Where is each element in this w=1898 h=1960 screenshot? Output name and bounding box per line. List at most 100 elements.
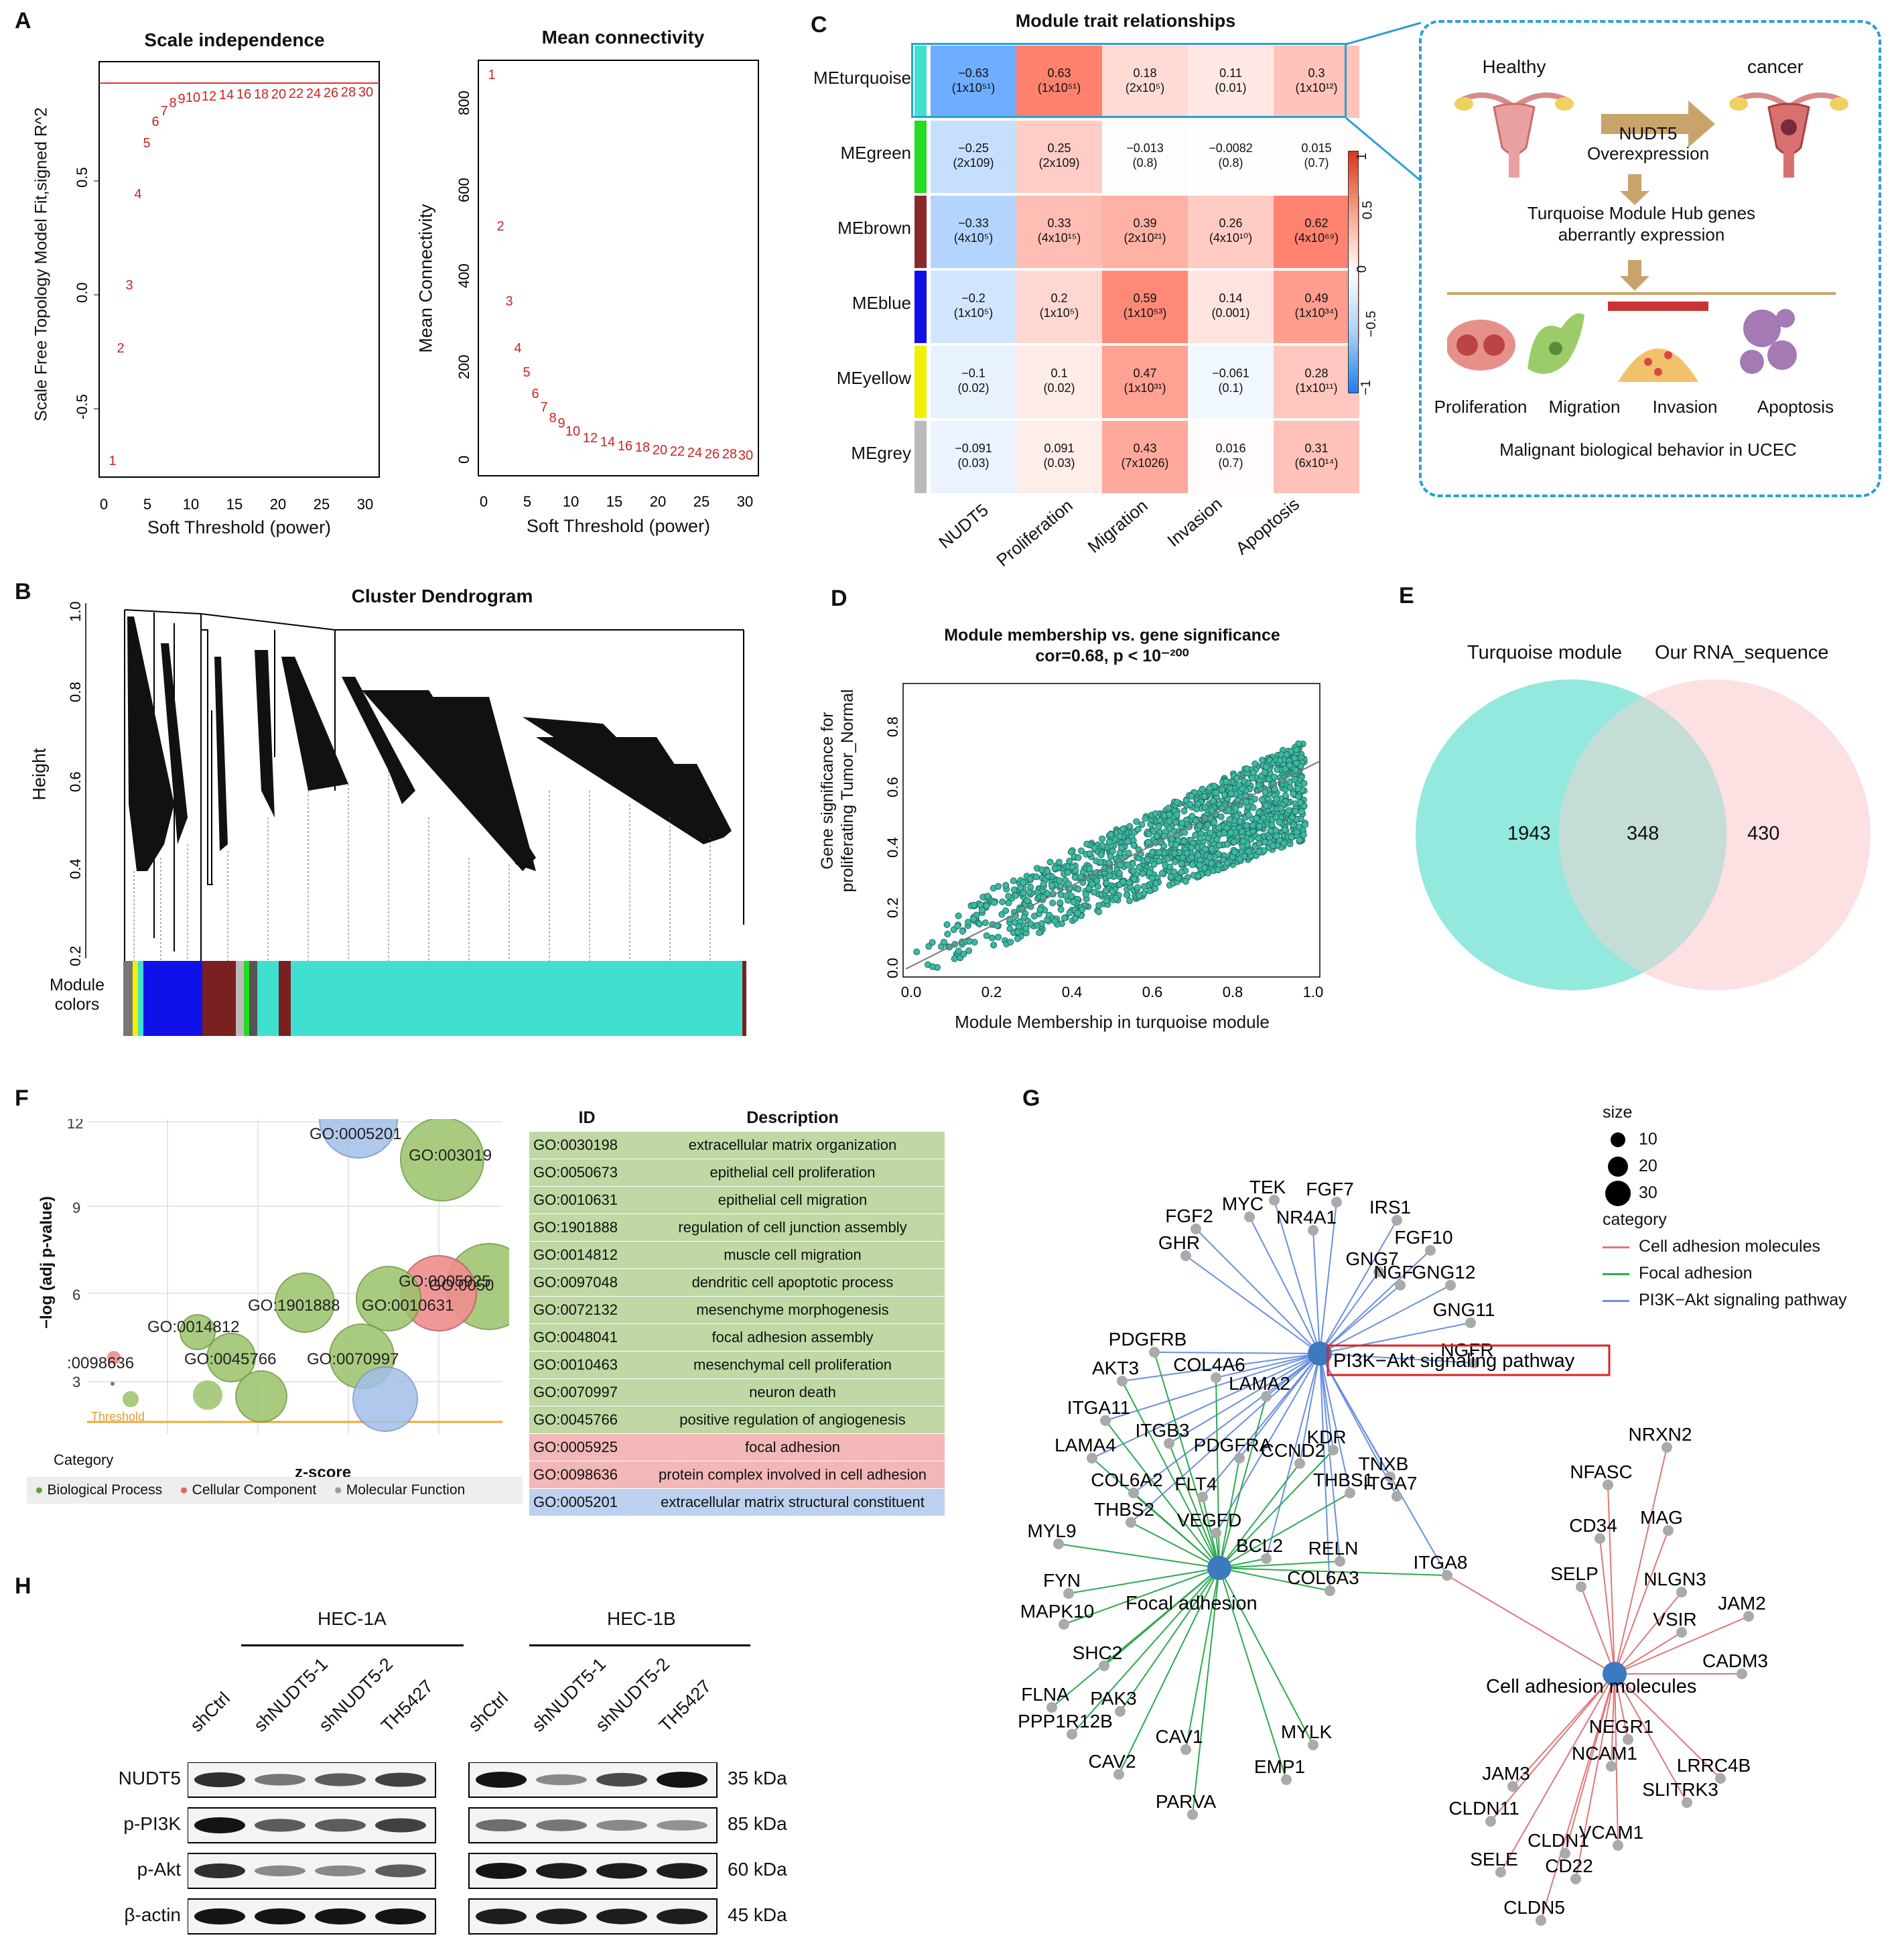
gene-label: FGF7 [1306, 1179, 1354, 1199]
network-edge [1490, 1673, 1615, 1822]
cell-line-hec1b: HEC-1B [607, 1608, 676, 1629]
network-edge [1192, 1567, 1220, 1815]
blot-band [476, 1819, 527, 1831]
scatter-point [1049, 899, 1057, 907]
scatter-point [1036, 906, 1044, 913]
gene-node [1325, 1585, 1335, 1596]
cell-pvalue: (1x10⁵¹) [1037, 81, 1081, 94]
go-table-row: GO:0097048 dendritic cell apoptotic proce… [529, 1269, 945, 1297]
gene-node [1211, 1528, 1221, 1539]
go-description: extracellular matrix organization [688, 1136, 897, 1153]
scatter-point [1233, 812, 1241, 820]
go-id: GO:0010463 [533, 1356, 618, 1373]
svg-text:18: 18 [635, 440, 650, 455]
gene-node [1606, 1761, 1617, 1772]
pathway-hub-label: PI3K−Akt signaling pathway [1333, 1350, 1575, 1372]
go-table-row: GO:0045766 positive regulation of angioge… [529, 1407, 945, 1434]
network-edge [1122, 1380, 1220, 1569]
scatter-point [1071, 874, 1079, 881]
gene-node [1328, 1445, 1339, 1455]
wb-lane-label: shCtrl [186, 1688, 234, 1736]
gene-node [1053, 1539, 1064, 1549]
scatter-point [1079, 906, 1086, 913]
cell-cor: 0.59 [1133, 291, 1157, 305]
cell-cor: 0.33 [1047, 216, 1071, 230]
scatter-point [1262, 838, 1269, 846]
mm-gs-scatter: 0.0 0.2 0.4 0.6 0.8 1.0 0.0 0.2 0.4 0.6 0.8 [884, 683, 1323, 1000]
scatter-point [1178, 820, 1186, 827]
bubble-label: GO:0005925 [399, 1272, 490, 1291]
scatter-title: Module membership vs. gene significance [944, 626, 1280, 645]
scatter-point [1103, 897, 1110, 905]
scatter-point [1126, 897, 1133, 905]
cell-pvalue: (1x10⁵³) [1123, 306, 1167, 320]
scatter-point [1236, 818, 1243, 825]
svg-text:20: 20 [270, 496, 286, 513]
gene-label: SLITRK3 [1642, 1779, 1718, 1800]
heatmap-row-labels: MEturquoise MEgreen MEbrown MEblue MEyel… [791, 40, 911, 491]
gene-node [1743, 1611, 1754, 1622]
scatter-point [1243, 822, 1250, 829]
legend-size-10: 10 [1603, 1126, 1847, 1153]
scatter-point [1144, 838, 1152, 846]
gene-node [1560, 1848, 1570, 1859]
scatter-point [1298, 808, 1305, 815]
gene-node [1308, 1225, 1318, 1236]
panel-label-f: F [15, 1086, 29, 1111]
schematic-box [1419, 20, 1881, 497]
scatter-point [1138, 821, 1146, 828]
cell-pvalue: (0.03) [957, 456, 990, 470]
bubble-go003019 [400, 1119, 484, 1201]
svg-text:28: 28 [722, 447, 737, 462]
legend-cc: ● Cellular Component [180, 1482, 317, 1498]
gene-label: KDR [1306, 1427, 1346, 1447]
size-20-label: 20 [1639, 1157, 1657, 1175]
scatter-point [913, 948, 921, 956]
scatter-point [1196, 862, 1203, 869]
svg-text:6: 6 [72, 1287, 80, 1303]
row-label-meyellow: MEyellow [836, 368, 911, 388]
gene-node [1059, 1619, 1069, 1630]
scatter-point [1258, 796, 1266, 803]
schema-apoptosis: Apoptosis [1757, 397, 1834, 417]
scatter-point [1091, 889, 1098, 896]
gene-node [1676, 1587, 1687, 1597]
gene-label: CD34 [1569, 1515, 1617, 1536]
bubble-go0098636 [107, 1351, 121, 1364]
bubble-label: GO:0005201 [310, 1125, 401, 1143]
gene-label: PAK3 [1090, 1688, 1137, 1709]
scatter-point [1075, 885, 1082, 893]
module-color-strip [914, 46, 927, 118]
svg-text:0.2: 0.2 [884, 897, 901, 918]
gene-label: JAM2 [1718, 1593, 1766, 1614]
heatmap-cell: 0.63 (1x10⁵¹) [1016, 46, 1102, 118]
svg-text:22: 22 [670, 444, 685, 459]
scatter-point [1044, 868, 1051, 875]
scatter-point [1057, 906, 1065, 913]
bubble-label: GO:0045766 [184, 1350, 276, 1368]
scatter-point [965, 947, 973, 954]
cb-tick: 0.5 [1360, 200, 1375, 220]
gene-node [1269, 1195, 1280, 1205]
gene-label: NEGR1 [1589, 1716, 1653, 1737]
gene-label: CD22 [1545, 1855, 1593, 1876]
scatter-ylabel: Gene significance for proliferating Tumo… [817, 657, 858, 925]
svg-text:30: 30 [737, 493, 753, 510]
heatmap-cell: 0.49 (1x10³⁴) [1274, 271, 1359, 343]
heatmap-cell: −0.061 (0.1) [1188, 346, 1274, 418]
gene-label: CAV2 [1088, 1751, 1136, 1772]
panel-label-g: G [1022, 1086, 1040, 1111]
blot-band [255, 1908, 306, 1924]
scatter-point [1241, 852, 1248, 860]
network-edge [1266, 1353, 1320, 1559]
cell-cor: 0.2 [1050, 291, 1068, 305]
network-edge [1319, 1353, 1341, 1562]
heatmap-cell: 0.015 (0.7) [1274, 121, 1359, 193]
scatter-point [1134, 884, 1141, 891]
go-id: GO:0005201 [533, 1494, 618, 1510]
scatter-point [1020, 913, 1028, 921]
gene-label: BCL2 [1236, 1535, 1283, 1556]
scatter-point [1197, 834, 1204, 842]
scatter-point [1083, 840, 1091, 848]
